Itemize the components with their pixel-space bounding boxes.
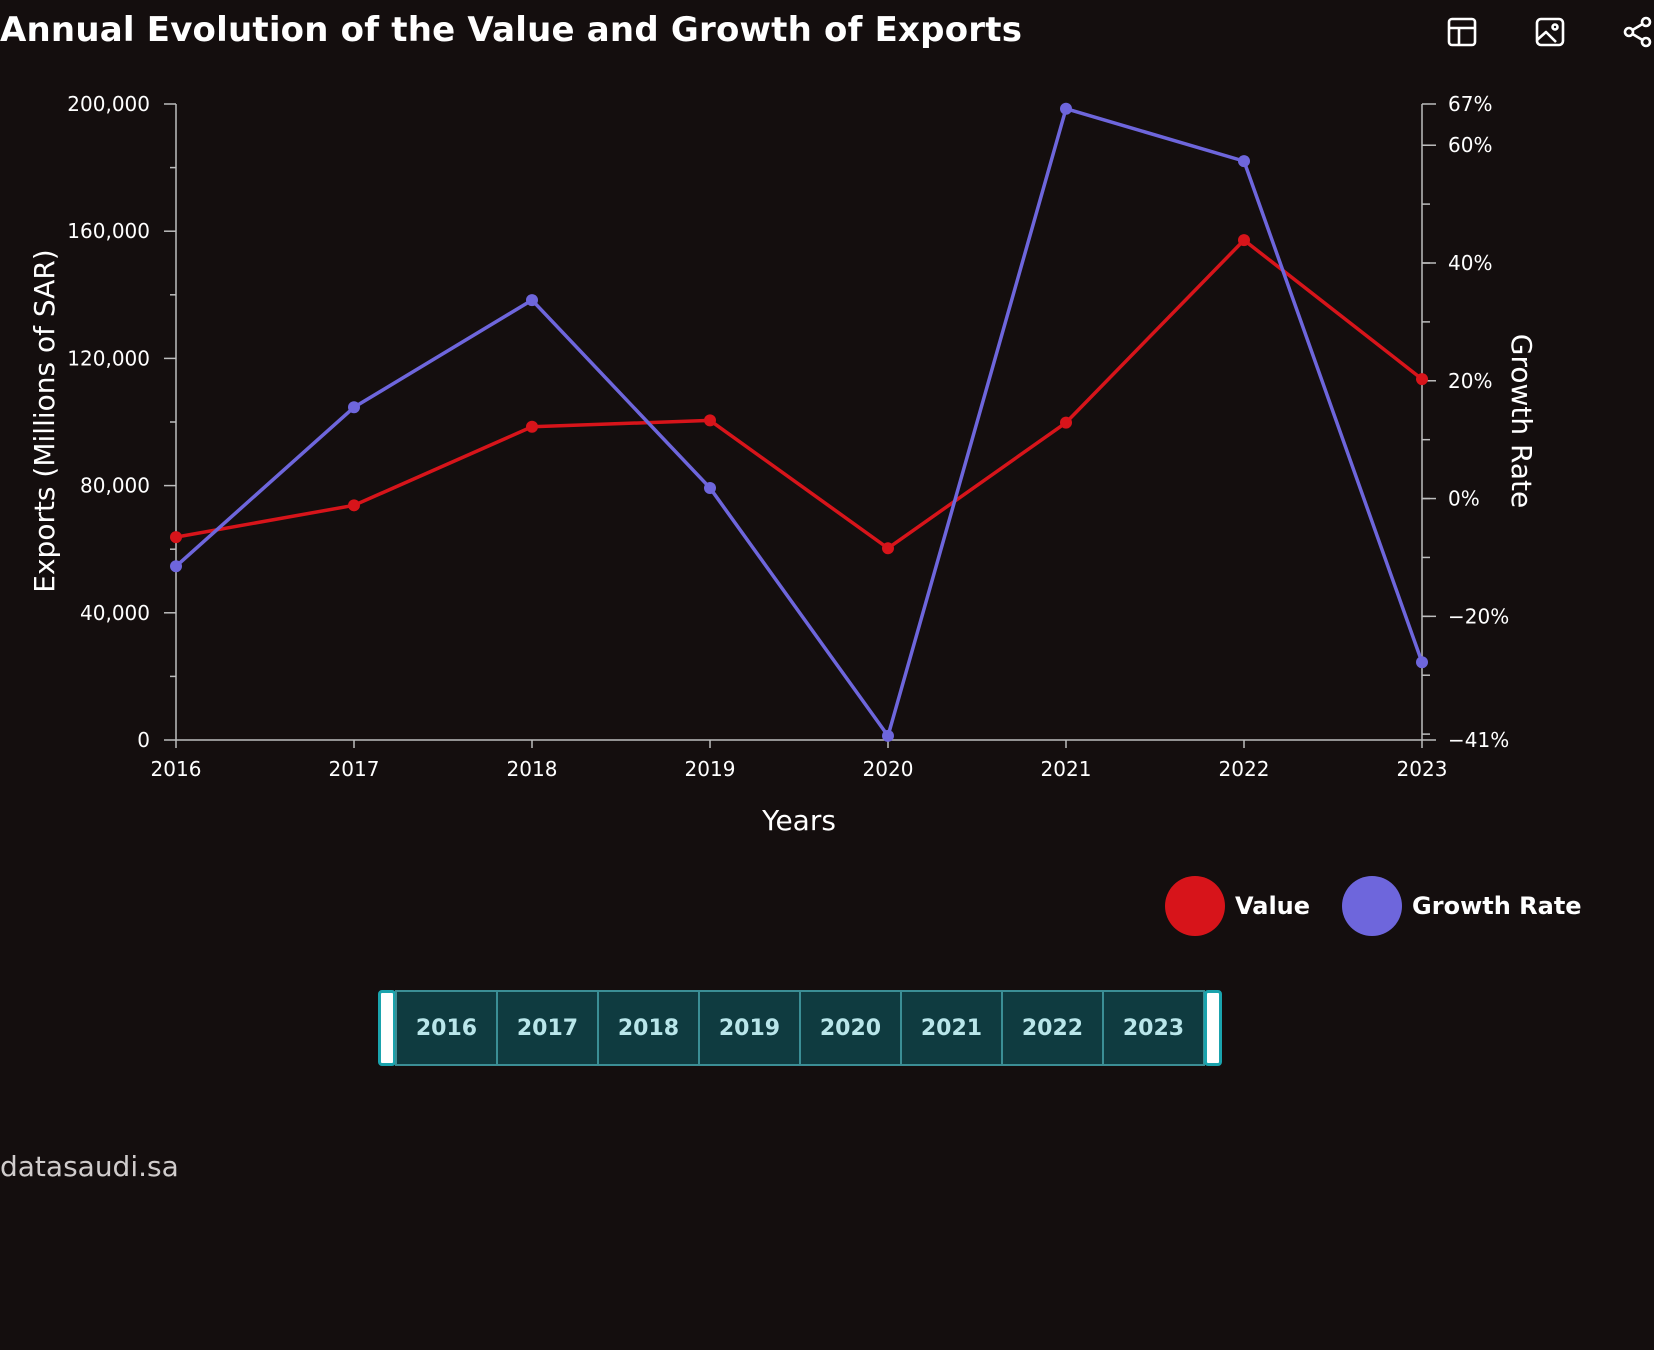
series-line-value <box>174 238 1424 550</box>
right-tick-label: 60% <box>1448 133 1492 157</box>
export-line-chart: 0 40,000 80,000 120,000 160,000 200,000 −41% −2… <box>28 92 1538 837</box>
data-point-growth-rate <box>1238 155 1250 168</box>
share-button[interactable] <box>1594 12 1654 52</box>
left-axis-title: Exports (Millions of SAR) <box>28 249 61 592</box>
legend-value-dot <box>1165 876 1225 936</box>
legend-item-value[interactable]: Value <box>1165 876 1310 936</box>
chart-legend: Value Growth Rate <box>1165 876 1614 936</box>
slider-track[interactable]: 2016 2017 2018 2019 2020 2021 2022 2023 <box>395 990 1205 1066</box>
slider-year-2022[interactable]: 2022 <box>1003 992 1104 1064</box>
data-point-value <box>882 542 894 555</box>
download-image-button[interactable] <box>1506 12 1594 52</box>
slider-year-2023[interactable]: 2023 <box>1122 1015 1185 1041</box>
data-point-growth-rate <box>882 729 894 742</box>
x-tick-label: 2018 <box>507 757 558 781</box>
data-point-growth-rate <box>170 560 182 573</box>
left-tick-label: 200,000 <box>67 92 150 116</box>
x-axis-title: Years <box>761 804 836 837</box>
slider-year-2018[interactable]: 2018 <box>599 992 700 1064</box>
data-point-growth-rate <box>1060 102 1072 115</box>
right-axis-title: Growth Rate <box>1505 334 1538 508</box>
table-view-button[interactable] <box>1418 12 1506 52</box>
data-point-value <box>1238 234 1250 247</box>
right-tick-label: 0% <box>1448 487 1480 511</box>
data-point-growth-rate <box>1416 656 1428 669</box>
left-tick-label: 160,000 <box>67 219 150 243</box>
x-tick-label: 2020 <box>863 757 914 781</box>
slider-year-2017[interactable]: 2017 <box>498 992 599 1064</box>
left-tick-label: 120,000 <box>67 346 150 370</box>
data-point-value <box>348 499 360 512</box>
right-tick-label: 40% <box>1448 251 1492 275</box>
x-tick-label: 2017 <box>329 757 380 781</box>
data-point-value <box>526 420 538 433</box>
chart-toolbar <box>1418 12 1654 52</box>
right-tick-label: −20% <box>1448 604 1509 628</box>
chart-title: Annual Evolution of the Value and Growth… <box>0 10 1023 50</box>
slider-year-2016[interactable]: 2016 <box>397 992 498 1064</box>
left-tick-label: 0 <box>137 728 150 752</box>
x-tick-label: 2021 <box>1041 757 1092 781</box>
data-point-value <box>170 531 182 544</box>
year-range-slider[interactable]: 2016 2017 2018 2019 2020 2021 2022 2023 <box>378 990 1222 1066</box>
x-tick-label: 2022 <box>1219 757 1270 781</box>
source-credit: datasaudi.sa <box>0 1150 179 1183</box>
x-tick-label: 2023 <box>1397 757 1448 781</box>
x-tick-label: 2016 <box>151 757 202 781</box>
slider-right-handle[interactable] <box>1204 990 1222 1066</box>
legend-growth-label: Growth Rate <box>1412 892 1582 920</box>
legend-growth-dot <box>1342 876 1403 936</box>
right-tick-label: 67% <box>1448 92 1492 116</box>
legend-value-label: Value <box>1235 892 1311 920</box>
series-line-growth-rate <box>174 106 1424 738</box>
legend-item-growth-rate[interactable]: Growth Rate <box>1342 876 1582 936</box>
slider-year-2021[interactable]: 2021 <box>902 992 1003 1064</box>
image-icon <box>1535 17 1565 47</box>
table-icon <box>1447 17 1477 47</box>
data-point-growth-rate <box>526 294 538 307</box>
slider-left-handle[interactable] <box>378 990 396 1066</box>
data-point-value <box>704 414 716 427</box>
data-point-growth-rate <box>704 481 716 494</box>
left-tick-label: 40,000 <box>80 601 150 625</box>
data-point-growth-rate <box>348 401 360 414</box>
right-tick-label: −41% <box>1448 728 1509 752</box>
slider-year-2019[interactable]: 2019 <box>700 992 801 1064</box>
x-tick-label: 2019 <box>685 757 736 781</box>
share-icon <box>1623 16 1652 48</box>
slider-year-2020[interactable]: 2020 <box>801 992 902 1064</box>
left-tick-label: 80,000 <box>80 474 150 498</box>
data-point-value <box>1416 373 1428 386</box>
data-point-value <box>1060 416 1072 429</box>
right-tick-label: 20% <box>1448 369 1492 393</box>
